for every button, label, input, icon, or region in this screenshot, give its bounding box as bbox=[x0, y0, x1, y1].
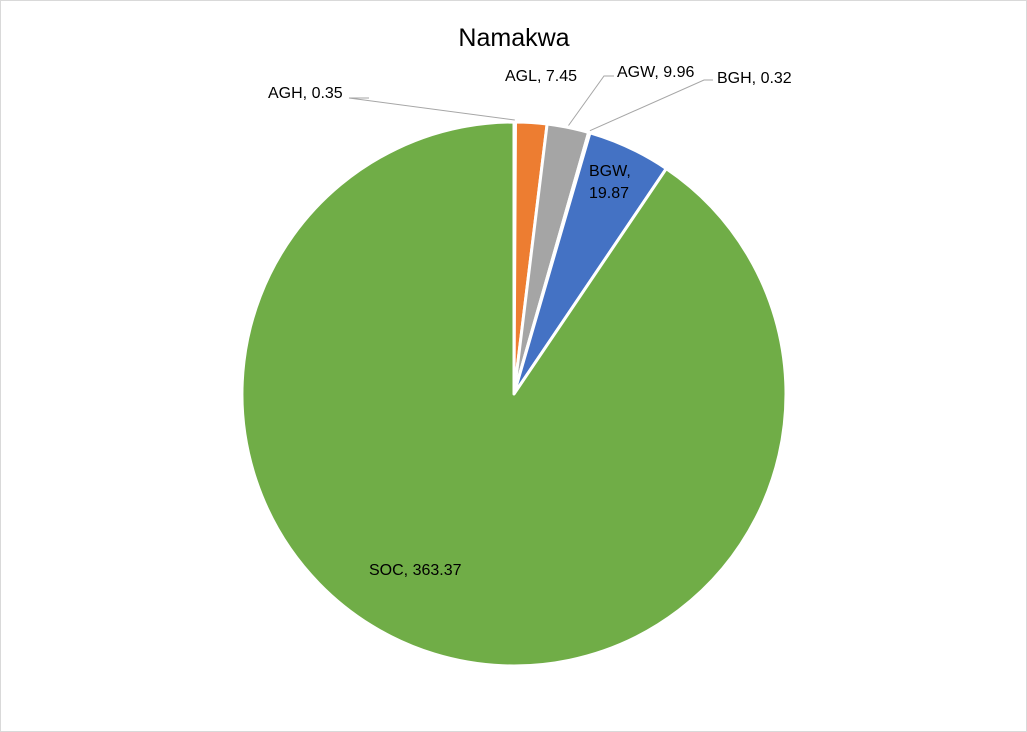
leader-lines bbox=[348, 75, 713, 132]
data-label-bgw-line1: BGW, bbox=[589, 163, 631, 180]
data-labels: AGH, 0.35 AGL, 7.45 AGW, 9.96 BGH, 0.32 … bbox=[268, 64, 792, 579]
leader-line-agh bbox=[348, 97, 515, 121]
chart-title: Namakwa bbox=[458, 24, 569, 52]
data-label-agw: AGW, 9.96 bbox=[617, 64, 694, 81]
pie-slice-soc bbox=[240, 120, 788, 668]
data-label-agh: AGH, 0.35 bbox=[268, 85, 343, 102]
pie-slices bbox=[240, 120, 788, 668]
leader-line-agw bbox=[568, 75, 614, 126]
leader-line-bgh bbox=[589, 79, 713, 132]
data-label-agl: AGL, 7.45 bbox=[505, 68, 577, 85]
data-label-bgw-line2: 19.87 bbox=[589, 185, 629, 202]
data-label-soc: SOC, 363.37 bbox=[369, 562, 462, 579]
data-label-bgh: BGH, 0.32 bbox=[717, 70, 792, 87]
